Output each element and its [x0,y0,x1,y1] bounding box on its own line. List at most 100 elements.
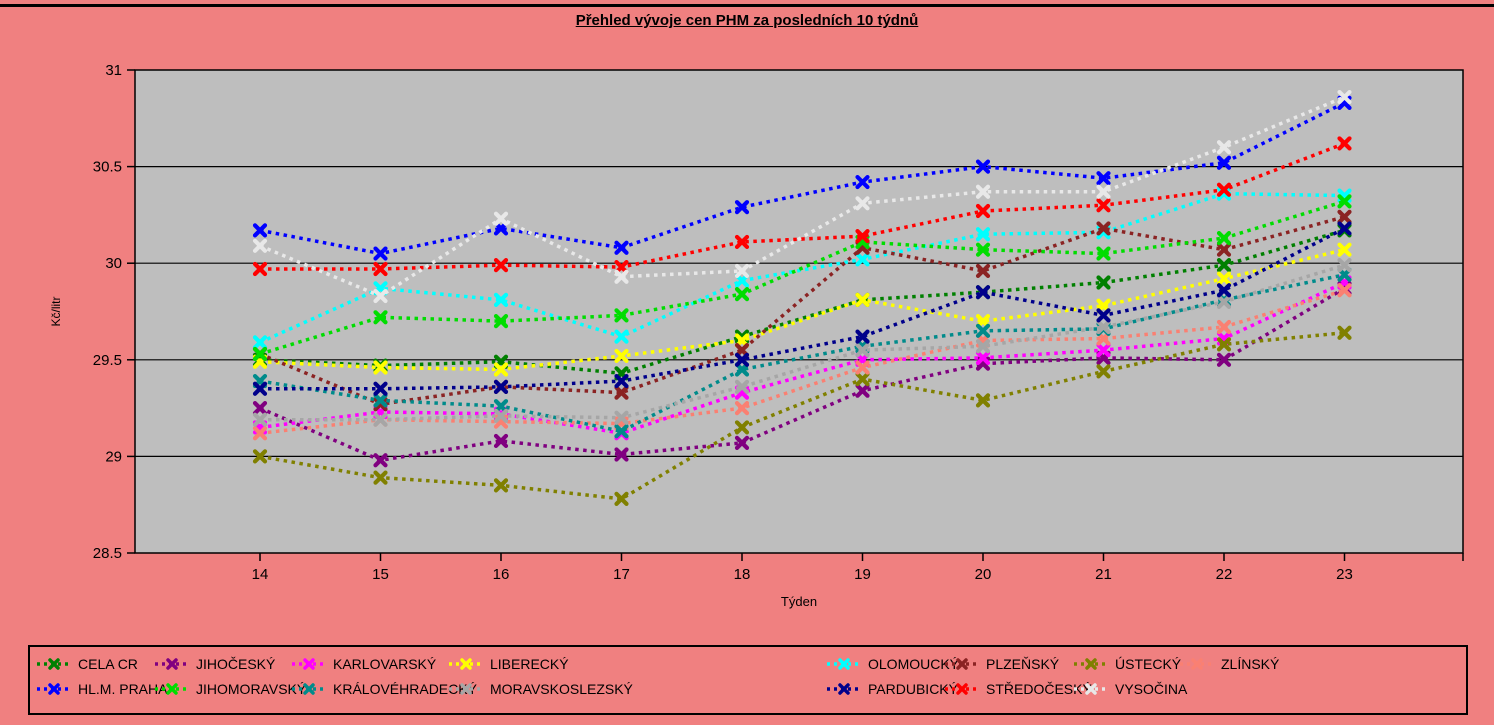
marker-x-OLOMOUCK- [855,252,870,267]
marker-x-VYSO-INA [614,269,629,284]
legend-item: VYSOČINA [1074,681,1187,697]
marker-x-MORAVSKOSLEZSK- [614,410,629,425]
legend-label: PARDUBICKÝ [868,681,958,697]
y-axis-title: Kč/litr [49,296,63,326]
series-line-PLZE-SK- [259,215,1345,407]
marker-x-ZL-NSK- [1096,331,1111,346]
x-tick-label: 20 [975,566,992,583]
legend: CELA CR JIHOČESKÝ KARLOVARSKÝ LIBERECKÝ OLOM… [28,645,1468,715]
marker-x-JIHO-ESK- [1216,352,1232,367]
x-tick-label: 22 [1216,566,1233,583]
series-line-HL-M-PRAHA [259,101,1346,256]
legend-item: MORAVSKOSLEZSKÝ [449,681,633,697]
marker-x-LIBERECK- [493,362,509,377]
legend-label: JIHOČESKÝ [196,656,276,672]
marker-x-VYSO-INA [975,184,991,199]
marker-x-LIBERECK- [855,292,870,308]
marker-x-ST-EDO-ESK- [855,229,870,244]
legend-label: ZLÍNSKÝ [1221,656,1280,672]
marker-x--STECK- [493,478,509,493]
marker-x--STECK- [1337,325,1352,340]
marker-x-PARDUBICK- [975,285,991,300]
y-tick-label: 31 [105,62,122,79]
marker-x-PARDUBICK- [252,381,268,396]
marker-x-PARDUBICK- [1216,283,1232,298]
legend-item: HL.M. PRAHA [37,681,167,697]
marker-x-ST-EDO-ESK- [1096,198,1111,213]
marker-x-JIHOMORAVSK- [493,314,509,329]
marker-x-MORAVSKOSLEZSK- [975,339,991,354]
marker-x-HL-M-PRAHA [975,159,991,174]
marker-x-PARDUBICK- [614,373,629,389]
y-tick-label: 30 [105,255,122,272]
marker-x-VYSO-INA [1216,140,1232,155]
marker-x-ZL-NSK- [855,360,870,375]
marker-x-VYSO-INA [1096,184,1111,199]
marker-x-JIHOMORAVSK- [1096,246,1111,261]
marker-x-PLZE-SK- [1337,209,1352,224]
marker-x-JIHO-ESK- [252,401,268,416]
marker-x-LIBERECK- [1337,242,1352,257]
marker-x-PARDUBICK- [493,379,509,394]
marker-x-JIHO-ESK- [493,433,509,449]
legend-label: KRÁLOVÉHRADECKÝ [333,681,477,697]
marker-x-HL-M-PRAHA [855,174,870,190]
marker-x--STECK- [614,491,629,507]
marker-x-LIBERECK- [734,333,750,348]
marker-x-HL-M-PRAHA [252,223,268,238]
marker-x-ST-EDO-ESK- [493,258,509,273]
y-tick-label: 28.5 [93,545,122,562]
marker-x-HL-M-PRAHA [734,200,750,215]
marker-x-JIHO-ESK- [855,383,870,398]
legend-marker-icon [827,683,861,695]
x-axis-title: Týden [781,594,817,609]
x-tick-label: 17 [613,566,630,583]
marker-x-CELA-CR [1216,258,1232,273]
legend-item: JIHOMORAVSKÝ [155,681,306,697]
marker-x-LIBERECK- [975,314,991,329]
marker-x-KR-LOV-HRADECK- [734,362,750,377]
marker-x-KR-LOV-HRADECK- [493,399,509,414]
marker-x--STECK- [1216,337,1232,352]
marker-x-MORAVSKOSLEZSK- [855,343,870,358]
legend-label: VYSOČINA [1115,681,1188,697]
legend-marker-icon [292,658,326,670]
legend-item: LIBERECKÝ [449,656,569,672]
marker-x-PLZE-SK- [1096,221,1111,236]
series-line-JIHO-ESK- [259,286,1346,463]
marker-x--STECK- [855,372,870,387]
marker-x--STECK- [975,393,991,408]
series-line-ZL-NSK- [259,288,1346,435]
legend-item: PLZEŇSKÝ [945,656,1059,672]
marker-x-JIHO-ESK- [373,453,388,468]
y-tick-label: 29.5 [93,352,122,369]
marker-x-LIBERECK- [614,348,629,364]
marker-x-ZL-NSK- [1337,283,1352,298]
legend-marker-icon [827,658,861,670]
legend-item: CELA CR [37,656,138,672]
marker-x-LIBERECK- [373,360,388,375]
marker-x-MORAVSKOSLEZSK- [734,379,750,394]
marker-x-PARDUBICK- [373,381,388,396]
marker-x-PLZE-SK- [975,263,991,279]
marker-x-ZL-NSK- [1216,319,1232,335]
x-tick-label: 18 [734,566,751,583]
series-line-PARDUBICK- [260,226,1346,391]
marker-x-OLOMOUCK- [975,227,991,242]
marker-x-ST-EDO-ESK- [1337,136,1352,151]
marker-x-LIBERECK- [1216,271,1232,286]
legend-marker-icon [155,683,189,695]
marker-x-VYSO-INA [734,263,750,279]
marker-x-HL-M-PRAHA [493,221,509,236]
legend-label: OLOMOUCKÝ [868,656,960,672]
marker-x-ST-EDO-ESK- [373,261,388,277]
legend-item: KRÁLOVÉHRADECKÝ [292,681,477,697]
legend-item: KARLOVARSKÝ [292,656,436,672]
marker-x-JIHOMORAVSK- [614,308,629,323]
legend-item: PARDUBICKÝ [827,681,958,697]
marker-x-MORAVSKOSLEZSK- [493,408,509,423]
legend-label: STŘEDOČESKÝ [986,681,1092,697]
marker-x-PARDUBICK- [734,352,750,367]
marker-x-OLOMOUCK- [734,273,750,288]
